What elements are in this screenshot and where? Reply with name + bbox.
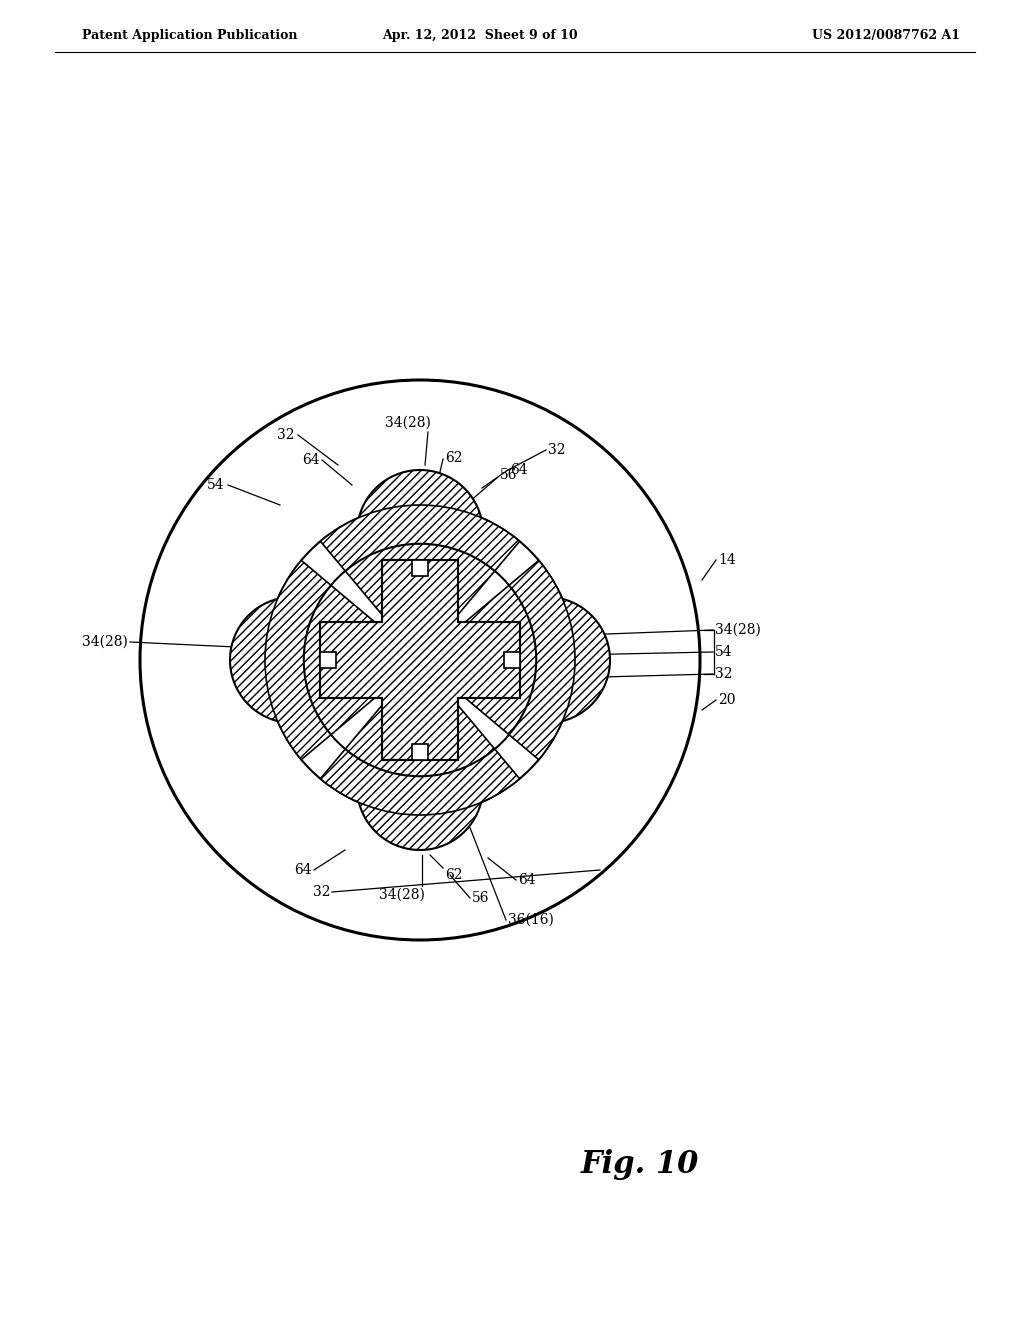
Text: 64: 64 xyxy=(294,863,312,876)
Text: 62: 62 xyxy=(445,451,463,465)
Wedge shape xyxy=(420,561,575,759)
Text: 34(28): 34(28) xyxy=(379,888,425,902)
Bar xyxy=(504,652,520,668)
Text: 64: 64 xyxy=(518,873,536,887)
Polygon shape xyxy=(368,607,420,660)
Text: 32: 32 xyxy=(278,428,295,442)
Text: 14: 14 xyxy=(718,553,736,568)
Wedge shape xyxy=(321,506,519,660)
Text: 64: 64 xyxy=(302,453,319,467)
Text: 54: 54 xyxy=(208,478,225,492)
Text: 34(28): 34(28) xyxy=(82,635,128,649)
Text: 32: 32 xyxy=(548,444,565,457)
Text: 36(16): 36(16) xyxy=(508,913,554,927)
Wedge shape xyxy=(321,660,519,814)
Text: 56: 56 xyxy=(500,469,517,482)
Text: 56: 56 xyxy=(472,891,489,906)
Text: 34(28): 34(28) xyxy=(715,623,761,638)
Polygon shape xyxy=(368,660,420,713)
Text: Patent Application Publication: Patent Application Publication xyxy=(82,29,298,41)
Text: US 2012/0087762 A1: US 2012/0087762 A1 xyxy=(812,29,961,41)
Polygon shape xyxy=(420,607,472,660)
Wedge shape xyxy=(359,787,481,850)
Text: 54: 54 xyxy=(715,645,732,659)
Wedge shape xyxy=(359,470,481,533)
Text: 20: 20 xyxy=(718,693,735,708)
Wedge shape xyxy=(265,561,420,759)
Polygon shape xyxy=(319,560,520,760)
Bar xyxy=(412,560,428,576)
Text: 62: 62 xyxy=(445,869,463,882)
Bar xyxy=(412,744,428,760)
Circle shape xyxy=(265,506,575,814)
Bar xyxy=(319,652,336,668)
Text: Apr. 12, 2012  Sheet 9 of 10: Apr. 12, 2012 Sheet 9 of 10 xyxy=(382,29,578,41)
Wedge shape xyxy=(230,599,293,721)
Text: 32: 32 xyxy=(312,884,330,899)
Wedge shape xyxy=(547,599,610,721)
Polygon shape xyxy=(420,660,472,713)
Text: 34(28): 34(28) xyxy=(385,416,431,430)
Text: Fig. 10: Fig. 10 xyxy=(581,1150,699,1180)
Text: 64: 64 xyxy=(510,463,527,477)
Text: 32: 32 xyxy=(715,667,732,681)
